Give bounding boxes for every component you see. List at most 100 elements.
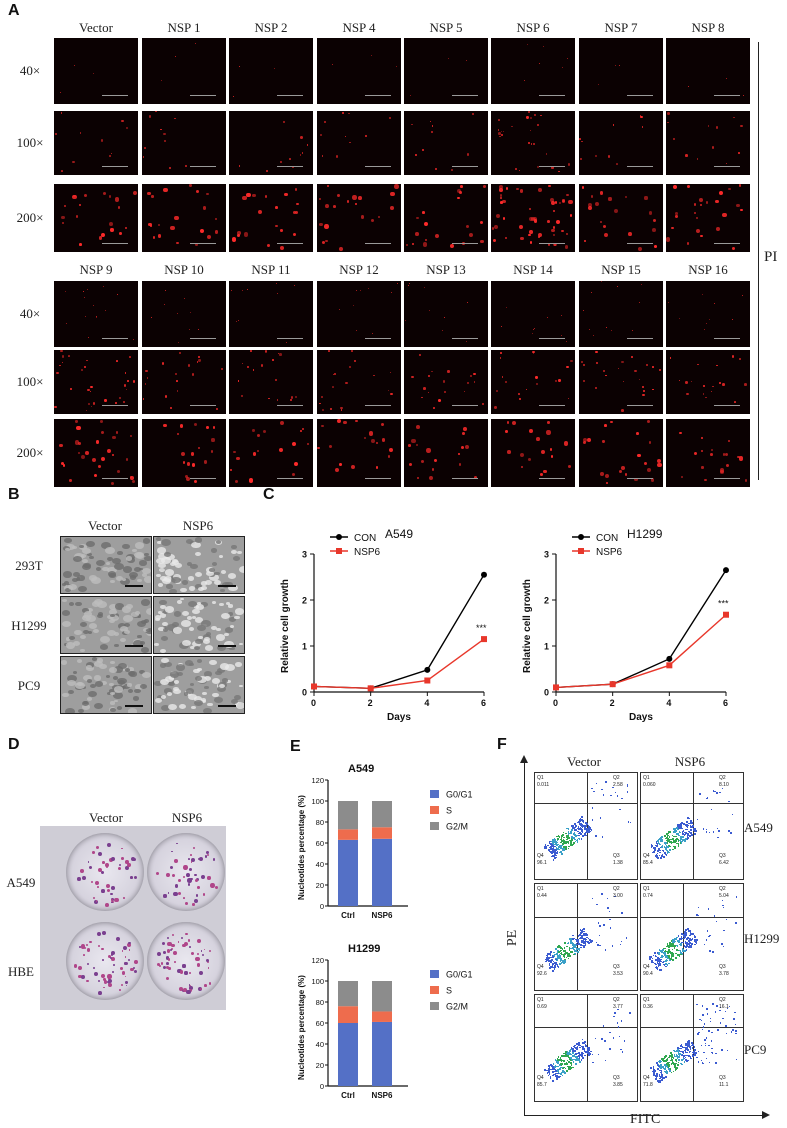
red-cell-dot (334, 372, 337, 375)
scale-bar (218, 645, 236, 647)
cell-texture (102, 566, 109, 572)
event-dot (685, 1060, 688, 1062)
red-cell-dot (619, 469, 623, 473)
red-cell-dot (537, 236, 540, 239)
red-cell-dot (177, 342, 179, 344)
red-cell-dot (152, 236, 156, 239)
red-cell-dot (247, 288, 249, 290)
red-cell-dot (68, 355, 71, 357)
cell-texture (232, 555, 240, 561)
red-cell-dot (715, 199, 719, 203)
cell-texture (161, 577, 171, 584)
red-cell-dot (732, 319, 734, 321)
red-cell-dot (422, 211, 425, 214)
event-dot (580, 935, 583, 937)
cell-texture (136, 614, 142, 618)
event-dot (665, 1072, 668, 1074)
event-dot (551, 956, 554, 959)
fluorescence-image (404, 111, 488, 175)
red-cell-dot (567, 163, 571, 166)
red-cell-dot (554, 201, 558, 205)
event-dot (578, 1055, 580, 1057)
fluorescence-image (317, 350, 401, 414)
red-cell-dot (527, 458, 531, 462)
event-dot (581, 816, 584, 819)
column-header: NSP 9 (79, 262, 113, 277)
colony-dot (105, 862, 110, 867)
colony-dot (184, 941, 189, 947)
event-dot (658, 949, 661, 952)
red-cell-dot (551, 166, 554, 170)
red-cell-dot (581, 140, 583, 143)
red-cell-dot (291, 472, 295, 476)
red-cell-dot (276, 292, 278, 294)
colony-dot (80, 944, 86, 949)
red-cell-dot (480, 240, 484, 244)
red-cell-dot (390, 291, 392, 293)
cell-texture (186, 615, 192, 620)
red-cell-dot (410, 95, 412, 97)
event-dot (671, 1060, 674, 1063)
series-line (313, 574, 485, 690)
event-dot (679, 831, 682, 834)
red-cell-dot (697, 363, 699, 366)
event-dot (566, 1059, 569, 1062)
colony-dot (117, 867, 121, 871)
event-dot (652, 1068, 655, 1070)
event-dot (604, 1059, 607, 1062)
colony-dot (113, 963, 116, 966)
event-dot (569, 1053, 572, 1055)
red-cell-dot (339, 406, 343, 410)
cell-texture (214, 697, 223, 704)
red-cell-dot (279, 353, 282, 356)
fluorescence-image (491, 38, 575, 104)
cell-texture (195, 537, 203, 543)
event-dot (558, 845, 561, 847)
event-dot (555, 846, 558, 849)
red-cell-dot (345, 382, 348, 385)
column-header: NSP6 (674, 754, 706, 769)
event-dot (681, 949, 684, 952)
event-dot (573, 953, 575, 956)
event-dot (656, 968, 659, 971)
event-dot (567, 845, 570, 848)
event-dot (553, 841, 556, 843)
cell-texture (61, 660, 68, 665)
red-cell-dot (422, 148, 425, 151)
fluorescence-image (229, 350, 313, 414)
cell-texture (160, 694, 167, 699)
cell-texture (204, 579, 212, 586)
stain-label: PI (764, 249, 778, 265)
red-cell-dot (352, 195, 357, 200)
colony-dot (171, 873, 175, 877)
red-cell-dot (354, 202, 357, 205)
event-dot (550, 959, 553, 962)
event-dot (545, 957, 548, 959)
colony-dot (194, 873, 197, 877)
cell-texture (83, 562, 91, 568)
event-dot (655, 1078, 657, 1080)
red-cell-dot (725, 463, 730, 468)
red-cell-dot (621, 409, 624, 412)
event-dot (555, 840, 557, 843)
red-cell-dot (81, 454, 86, 459)
cell-texture (124, 667, 131, 672)
cell-texture (173, 680, 180, 685)
red-cell-dot (328, 350, 331, 353)
red-cell-dot (266, 170, 269, 173)
event-dot (572, 944, 574, 946)
red-cell-dot (604, 424, 607, 427)
event-dot (686, 943, 689, 946)
event-dot (657, 953, 660, 955)
event-dot (558, 846, 560, 848)
colony-dot (109, 957, 112, 960)
red-cell-dot (744, 479, 748, 482)
column-header: NSP 1 (167, 20, 201, 35)
red-cell-dot (368, 287, 370, 289)
event-dot (555, 856, 558, 859)
cell-texture (97, 658, 104, 663)
colony-dot (177, 891, 182, 896)
red-cell-dot (467, 153, 470, 156)
event-dot (664, 950, 666, 953)
event-dot (682, 829, 685, 832)
